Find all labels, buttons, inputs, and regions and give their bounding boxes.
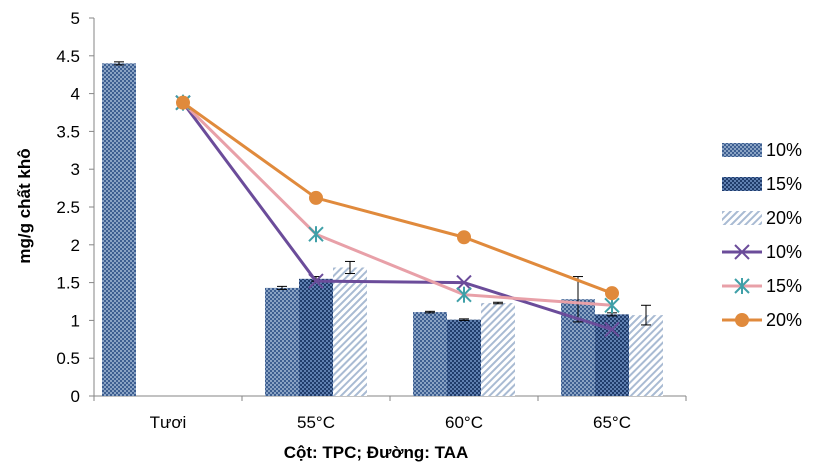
error-bars — [114, 61, 651, 326]
y-tick-label: 4 — [71, 85, 80, 104]
legend-label: 10% — [766, 242, 802, 262]
line-15pct — [181, 101, 613, 307]
legend-marker-10pct — [734, 244, 750, 260]
line-marker-10pct-3 — [604, 321, 620, 338]
y-tick-label: 2.5 — [56, 198, 80, 217]
x-tick-label: Tươi — [150, 413, 187, 432]
y-tick-label: 2 — [71, 236, 80, 255]
x-axis-ticks: Tươi 55°C 60°C 65°C — [93, 396, 687, 432]
bar-20pct-1 — [333, 267, 367, 396]
lines — [175, 94, 620, 338]
legend-swatch-bar-10pct — [722, 143, 762, 157]
line-marker-20pct-1 — [309, 190, 323, 205]
x-tick-label: 65°C — [593, 413, 631, 432]
y-tick-label: 1.5 — [56, 274, 80, 293]
bar-20pct-3 — [629, 315, 663, 396]
line-marker-10pct-1 — [308, 273, 324, 289]
bars — [102, 63, 663, 397]
legend-label: 15% — [766, 174, 802, 194]
y-tick-label: 0 — [71, 387, 80, 406]
x-tick-label: 60°C — [445, 413, 483, 432]
x-axis-title: Cột: TPC; Đường: TAA — [284, 443, 469, 462]
legend-marker-15pct — [734, 278, 750, 294]
bar-15pct-1 — [299, 278, 333, 396]
legend-swatch-bar-15pct — [722, 177, 762, 191]
y-tick-label: 5 — [71, 9, 80, 28]
bar-15pct-2 — [447, 319, 481, 396]
bar-10pct-2 — [413, 312, 447, 396]
legend-label: 20% — [766, 208, 802, 228]
line-20pct — [182, 101, 613, 295]
line-marker-10pct-2 — [456, 274, 472, 291]
x-tick-label: 55°C — [297, 413, 335, 432]
bar-20pct-2 — [481, 303, 515, 396]
legend-swatch-bar-20pct — [722, 211, 762, 225]
line-marker-15pct-1 — [308, 226, 324, 243]
bar-10pct-0 — [102, 63, 136, 397]
legend-label: 20% — [766, 310, 802, 330]
y-tick-label: 1 — [71, 311, 80, 330]
y-tick-label: 0.5 — [56, 349, 80, 368]
y-tick-label: 3.5 — [56, 122, 80, 141]
legend-label: 15% — [766, 276, 802, 296]
y-axis-ticks: 0 0.5 1 1.5 2 2.5 3 3.5 4 4.5 5 — [56, 9, 94, 406]
line-marker-20pct-0 — [176, 95, 190, 110]
legend-marker-20pct — [735, 313, 749, 327]
line-marker-15pct-2 — [456, 286, 472, 303]
legend-label: 10% — [766, 140, 802, 160]
legend: 10% 15% 20% 10% 15% 20% — [722, 140, 802, 330]
line-marker-20pct-3 — [605, 286, 619, 301]
y-tick-label: 3 — [71, 160, 80, 179]
bar-10pct-1 — [265, 287, 299, 396]
line-10pct — [181, 101, 613, 331]
line-marker-20pct-2 — [457, 230, 471, 245]
y-tick-label: 4.5 — [56, 47, 80, 66]
y-axis-title: mg/g chất khô — [15, 148, 34, 263]
